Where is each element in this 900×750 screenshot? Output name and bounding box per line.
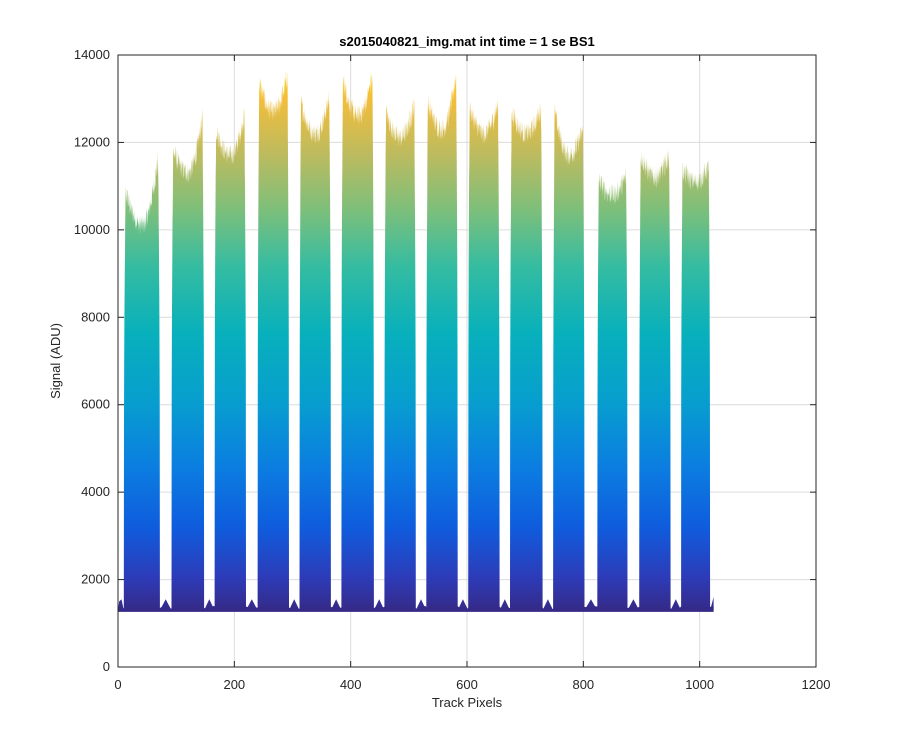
y-tick-label: 2000 — [81, 572, 110, 587]
signal-area — [118, 69, 714, 611]
chart-title: s2015040821_img.mat int time = 1 se BS1 — [339, 34, 594, 49]
x-tick-label: 1200 — [802, 677, 831, 692]
x-tick-label: 0 — [114, 677, 121, 692]
x-tick-label: 200 — [223, 677, 245, 692]
x-ticks: 0 200 400 600 800 1000 1200 — [114, 55, 830, 692]
x-tick-label: 600 — [456, 677, 478, 692]
y-ticks: 0 2000 4000 6000 8000 10000 12000 14000 — [74, 47, 816, 674]
y-tick-label: 10000 — [74, 222, 110, 237]
x-tick-label: 800 — [572, 677, 594, 692]
y-tick-label: 14000 — [74, 47, 110, 62]
x-tick-label: 1000 — [685, 677, 714, 692]
y-tick-label: 4000 — [81, 484, 110, 499]
x-axis-label: Track Pixels — [432, 695, 503, 710]
y-tick-label: 8000 — [81, 309, 110, 324]
series-area — [118, 69, 714, 612]
baseline-strip — [118, 605, 714, 612]
y-axis-label: Signal (ADU) — [48, 323, 63, 399]
y-tick-label: 12000 — [74, 134, 110, 149]
y-tick-label: 0 — [103, 659, 110, 674]
y-tick-label: 6000 — [81, 397, 110, 412]
x-tick-label: 400 — [340, 677, 362, 692]
